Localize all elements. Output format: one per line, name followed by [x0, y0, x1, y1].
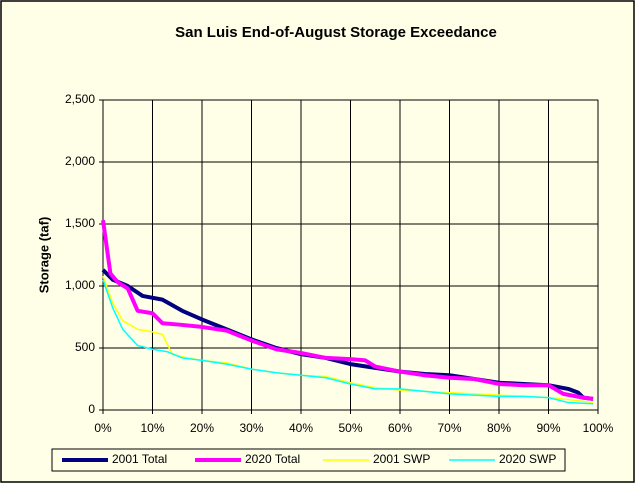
legend-label: 2001 Total — [112, 452, 167, 466]
x-tick-label: 30% — [239, 421, 263, 435]
x-tick-label: 40% — [289, 421, 313, 435]
series-line — [101, 220, 594, 401]
x-tick-label: 10% — [140, 421, 164, 435]
y-tick-label: 500 — [75, 340, 95, 354]
y-tick-label: 1,000 — [65, 278, 95, 292]
x-tick-label: 100% — [583, 421, 614, 435]
legend-label: 2020 SWP — [499, 452, 556, 466]
x-tick-label: 0% — [94, 421, 112, 435]
chart-title: San Luis End-of-August Storage Exceedanc… — [175, 24, 497, 41]
x-tick-label: 70% — [437, 421, 461, 435]
legend-box — [51, 448, 566, 472]
x-tick-label: 90% — [536, 421, 560, 435]
y-tick-label: 2,000 — [65, 154, 95, 168]
legend-label: 2020 Total — [245, 452, 300, 466]
y-tick-label: 2,500 — [65, 92, 95, 106]
series-line — [102, 279, 594, 405]
y-axis-label: Storage (taf) — [36, 217, 51, 294]
y-tick-label: 1,500 — [65, 216, 95, 230]
x-tick-label: 60% — [388, 421, 412, 435]
y-tick-label: 0 — [88, 402, 95, 416]
x-tick-label: 20% — [190, 421, 214, 435]
x-tick-label: 50% — [338, 421, 362, 435]
x-tick-label: 80% — [487, 421, 511, 435]
legend-label: 2001 SWP — [373, 452, 430, 466]
